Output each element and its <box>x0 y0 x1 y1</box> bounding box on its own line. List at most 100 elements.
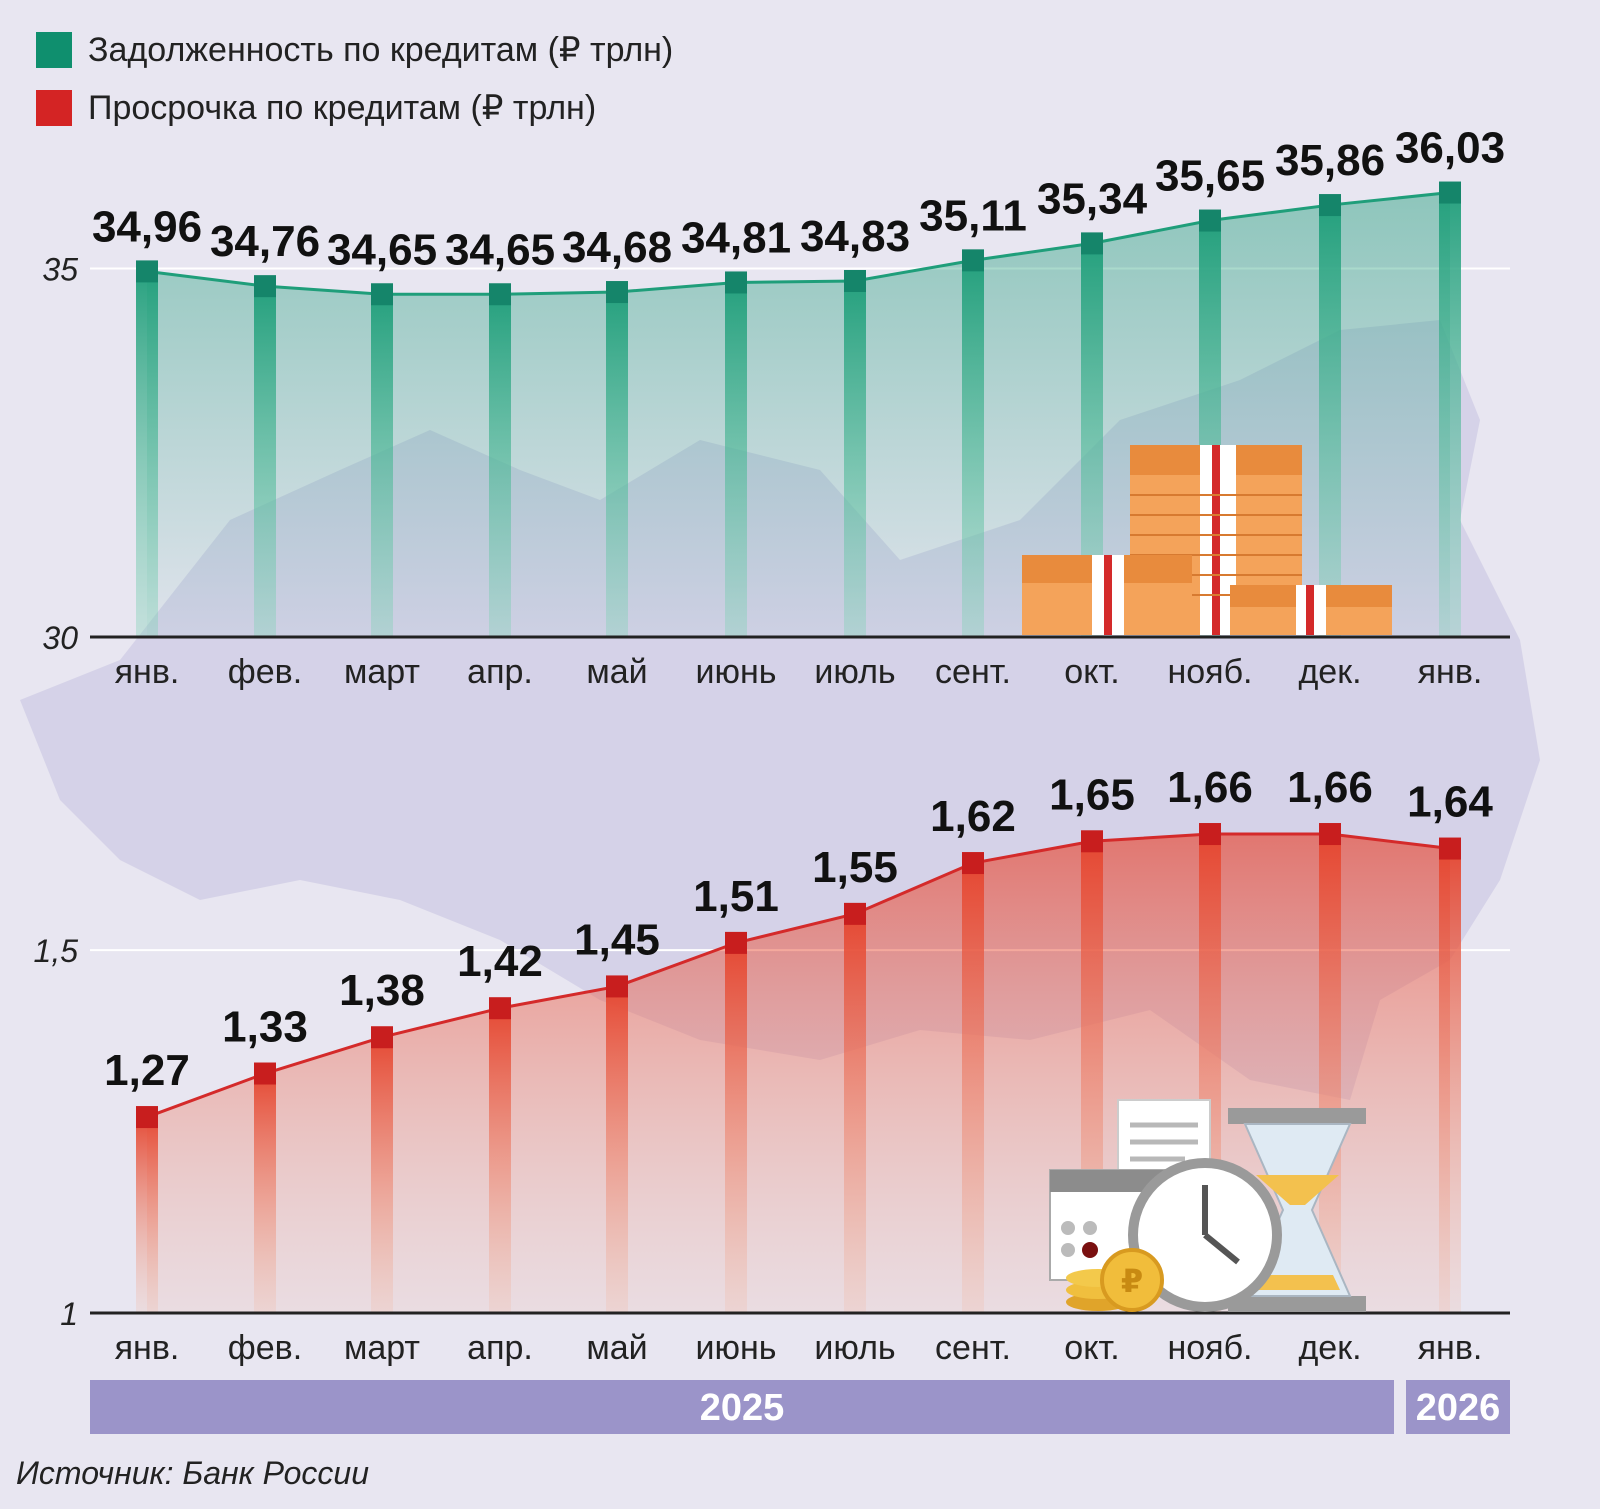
value-bar <box>1439 848 1461 1313</box>
x-tick-label: окт. <box>1064 1329 1119 1367</box>
data-label: 1,42 <box>457 937 543 986</box>
data-point <box>606 281 628 304</box>
y-tick-label: 1 <box>60 1296 78 1332</box>
data-point <box>844 269 866 292</box>
data-label: 1,38 <box>339 966 425 1015</box>
x-tick-label: нояб. <box>1167 653 1252 691</box>
data-label: 34,76 <box>210 217 320 266</box>
data-point <box>962 249 984 272</box>
x-tick-label: апр. <box>467 653 533 691</box>
year-band: 2025 2026 <box>90 1380 1510 1434</box>
x-tick-label: янв. <box>115 1329 180 1367</box>
data-label: 1,27 <box>104 1046 190 1095</box>
data-label: 1,66 <box>1167 763 1253 812</box>
data-point <box>371 1026 393 1049</box>
data-label: 1,62 <box>930 792 1016 841</box>
data-label: 35,11 <box>919 191 1027 240</box>
data-point <box>489 997 511 1020</box>
x-tick-label: сент. <box>935 1329 1011 1367</box>
data-point <box>1439 181 1461 204</box>
value-bar <box>606 986 628 1313</box>
value-bar <box>1319 834 1341 1313</box>
data-label: 1,55 <box>812 843 898 892</box>
x-tick-label: фев. <box>228 1329 302 1367</box>
data-point <box>725 271 747 294</box>
value-bar <box>725 942 747 1313</box>
x-tick-label: май <box>586 1329 647 1367</box>
x-tick-label: июль <box>814 1329 895 1367</box>
source-note: Источник: Банк России <box>16 1455 370 1491</box>
value-bar <box>136 271 158 637</box>
data-point <box>606 975 628 998</box>
x-tick-label: апр. <box>467 1329 533 1367</box>
legend-swatch-overdue <box>36 90 72 126</box>
x-tick-label: май <box>586 653 647 691</box>
data-point <box>489 283 511 306</box>
value-bar <box>254 1073 276 1313</box>
x-tick-label: янв. <box>115 653 180 691</box>
x-tick-label: окт. <box>1064 653 1119 691</box>
ruble-coins-icon: ₽ <box>1066 1248 1164 1312</box>
data-point <box>1081 232 1103 255</box>
value-bar <box>371 1037 393 1313</box>
data-point <box>844 902 866 925</box>
x-tick-label: июнь <box>696 653 777 691</box>
x-tick-label: сент. <box>935 653 1011 691</box>
data-label: 34,68 <box>562 223 672 272</box>
x-tick-label: июнь <box>696 1329 777 1367</box>
svg-text:₽: ₽ <box>1121 1262 1143 1300</box>
x-tick-label: март <box>344 653 420 691</box>
data-point <box>1319 823 1341 846</box>
legend-item-overdue: Просрочка по кредитам (₽ трлн) <box>36 88 596 128</box>
value-bar <box>371 294 393 637</box>
x-tick-label: янв. <box>1418 653 1483 691</box>
data-label: 34,83 <box>800 212 910 261</box>
data-label: 35,86 <box>1275 136 1385 185</box>
data-point <box>1081 830 1103 853</box>
value-bar <box>489 1008 511 1313</box>
data-label: 34,96 <box>92 202 202 251</box>
year-band-bar <box>90 1380 1394 1434</box>
value-bar <box>254 286 276 637</box>
data-point <box>254 275 276 298</box>
data-label: 1,66 <box>1287 763 1373 812</box>
value-bar <box>844 280 866 637</box>
series-line <box>146 832 1451 1119</box>
value-bar <box>962 863 984 1313</box>
data-point <box>136 1106 158 1129</box>
value-bar <box>606 292 628 637</box>
overdue-chart: 1 1,5 1,27 1,33 1,38 1,42 1,45 1,51 1,55 1,62 1,65… <box>34 763 1510 1367</box>
data-label: 34,65 <box>327 225 437 274</box>
series-line <box>146 191 1451 296</box>
y-tick-label: 35 <box>42 251 78 287</box>
data-label: 1,51 <box>693 872 779 921</box>
data-point <box>1319 194 1341 217</box>
value-bar <box>725 282 747 637</box>
ruble-banknote-stacks-icon <box>1022 445 1392 635</box>
legend-swatch-debt <box>36 32 72 68</box>
value-bar <box>1081 243 1103 637</box>
year-band-bar <box>1406 1380 1510 1434</box>
data-point <box>962 852 984 875</box>
data-label: 36,03 <box>1395 124 1505 173</box>
data-point <box>725 931 747 954</box>
x-tick-label: март <box>344 1329 420 1367</box>
data-point <box>1199 823 1221 846</box>
data-point <box>136 260 158 283</box>
data-label: 35,65 <box>1155 152 1265 201</box>
data-point <box>254 1062 276 1085</box>
x-tick-label: июль <box>814 653 895 691</box>
series-area <box>147 192 1450 637</box>
x-tick-label: фев. <box>228 653 302 691</box>
value-bar <box>1319 205 1341 638</box>
data-point <box>371 283 393 306</box>
value-bar <box>844 913 866 1313</box>
year-label: 2026 <box>1416 1387 1501 1429</box>
year-label: 2025 <box>700 1387 785 1429</box>
data-point <box>1439 837 1461 860</box>
data-label: 35,34 <box>1037 174 1148 223</box>
data-label: 1,33 <box>222 1003 308 1052</box>
